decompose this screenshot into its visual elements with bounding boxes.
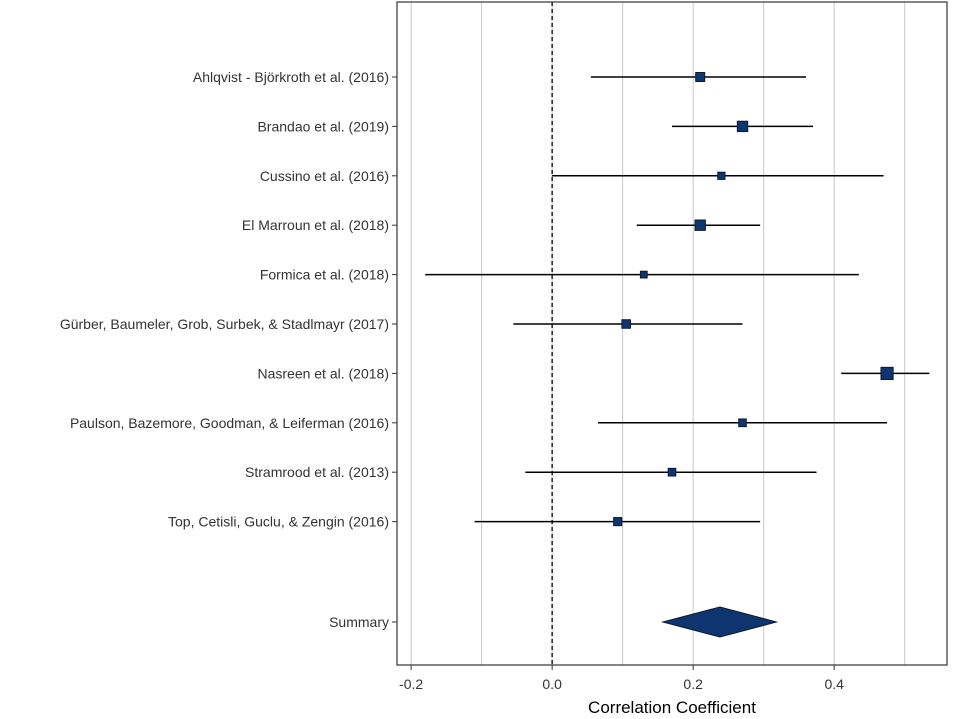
study-label: Formica et al. (2018)	[260, 267, 389, 283]
x-tick-label: 0.4	[824, 676, 844, 692]
study-label: Gürber, Baumeler, Grob, Surbek, & Stadlm…	[60, 316, 389, 332]
gridlines	[410, 2, 906, 665]
point-estimate-marker	[613, 517, 623, 527]
x-tick-label: 0.2	[683, 676, 703, 692]
point-estimate-marker	[736, 120, 749, 133]
x-axis-title: Correlation Coefficient	[588, 698, 756, 717]
point-estimate-marker	[880, 366, 894, 380]
plot-panel-border	[396, 1, 948, 666]
point-estimate-marker	[667, 467, 677, 477]
study-label: El Marroun et al. (2018)	[242, 217, 389, 233]
study-label: Nasreen et al. (2018)	[257, 365, 389, 381]
study-label: Ahlqvist - Björkroth et al. (2016)	[193, 69, 389, 85]
summary-diamond	[660, 606, 779, 638]
study-label: Brandao et al. (2019)	[257, 118, 389, 134]
point-estimate-marker	[621, 319, 631, 329]
study-label: Cussino et al. (2016)	[260, 168, 389, 184]
summary-label: Summary	[329, 614, 389, 630]
study-label: Top, Cetisli, Guclu, & Zengin (2016)	[168, 514, 389, 530]
study-markers	[425, 72, 930, 638]
x-tick-label: -0.2	[399, 676, 423, 692]
point-estimate-marker	[717, 171, 726, 180]
point-estimate-marker	[694, 219, 706, 231]
study-labels: Ahlqvist - Björkroth et al. (2016) Branda…	[60, 69, 397, 630]
point-estimate-marker	[639, 270, 648, 279]
point-estimate-marker	[695, 72, 706, 82]
x-axis: -0.2 0.0 0.2 0.4	[399, 665, 844, 692]
study-label: Paulson, Bazemore, Goodman, & Leiferman …	[70, 415, 389, 431]
study-label: Stramrood et al. (2013)	[245, 464, 389, 480]
x-tick-label: 0.0	[542, 676, 562, 692]
point-estimate-marker	[738, 418, 747, 428]
